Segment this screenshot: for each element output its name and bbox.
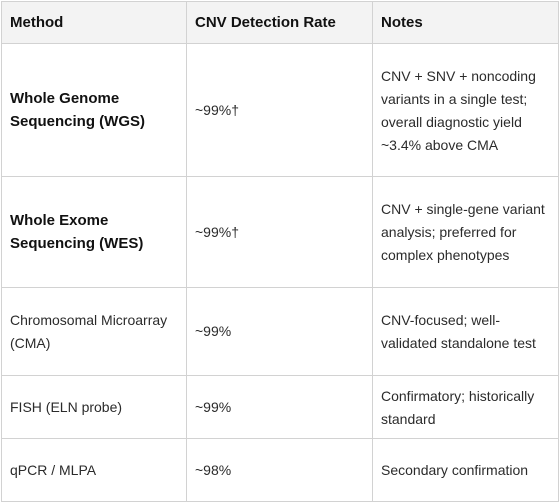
table-row: qPCR / MLPA ~98% Secondary confirmation xyxy=(1,438,559,502)
method-cell: Whole Genome Sequencing (WGS) xyxy=(1,43,187,177)
header-cnv-detection-rate: CNV Detection Rate xyxy=(186,1,373,44)
method-cell: Chromosomal Microarray (CMA) xyxy=(1,287,187,376)
rate-cell: ~99% xyxy=(186,375,373,439)
table-row: Whole Genome Sequencing (WGS) ~99%† CNV … xyxy=(1,43,559,177)
header-notes: Notes xyxy=(372,1,559,44)
table-row: Chromosomal Microarray (CMA) ~99% CNV-fo… xyxy=(1,287,559,376)
notes-cell: CNV + SNV + noncoding variants in a sing… xyxy=(372,43,559,177)
method-cell: Whole Exome Sequencing (WES) xyxy=(1,176,187,288)
notes-cell: Secondary confirmation xyxy=(372,438,559,502)
header-method: Method xyxy=(1,1,187,44)
table-header-row: Method CNV Detection Rate Notes xyxy=(1,1,559,44)
method-cell: qPCR / MLPA xyxy=(1,438,187,502)
table-row: Whole Exome Sequencing (WES) ~99%† CNV +… xyxy=(1,176,559,288)
rate-cell: ~98% xyxy=(186,438,373,502)
notes-cell: Confirmatory; historically standard xyxy=(372,375,559,439)
rate-cell: ~99%† xyxy=(186,43,373,177)
table-row: FISH (ELN probe) ~99% Confirmatory; hist… xyxy=(1,375,559,439)
notes-cell: CNV-focused; well-validated standalone t… xyxy=(372,287,559,376)
method-cell: FISH (ELN probe) xyxy=(1,375,187,439)
notes-cell: CNV + single-gene variant analysis; pref… xyxy=(372,176,559,288)
rate-cell: ~99% xyxy=(186,287,373,376)
rate-cell: ~99%† xyxy=(186,176,373,288)
